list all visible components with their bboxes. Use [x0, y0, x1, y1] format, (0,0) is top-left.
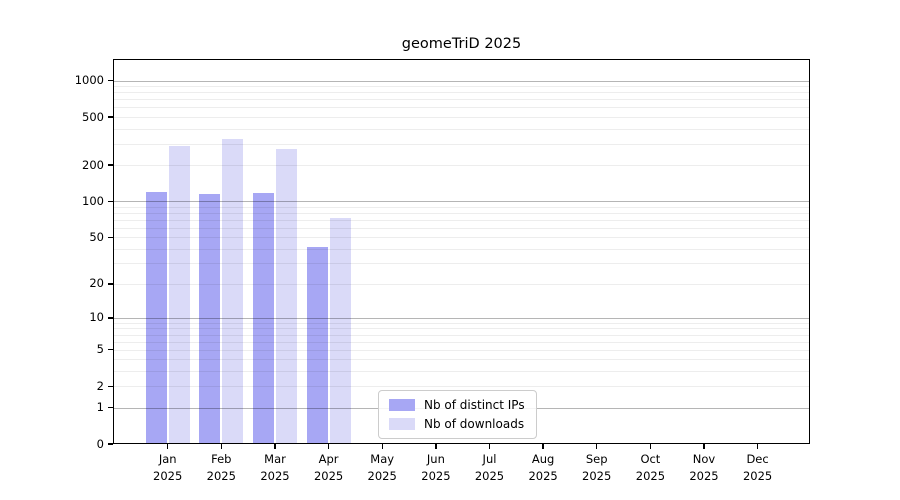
y-tick-label: 10 [89, 310, 104, 325]
legend-label-downloads: Nb of downloads [424, 417, 525, 431]
gridline-minor [113, 219, 810, 221]
y-tick-mark [108, 116, 113, 118]
y-tick-label: 1 [96, 400, 104, 414]
bar-downloads-mar [276, 148, 297, 444]
gridline-minor [113, 128, 810, 130]
gridline-minor [113, 165, 810, 166]
x-tick-label: May 2025 [367, 452, 397, 483]
bar-distinct-ips-apr [306, 247, 328, 444]
gridline-minor [113, 107, 810, 109]
plot-area [113, 59, 810, 444]
y-tick-mark [108, 236, 113, 238]
y-tick-mark [108, 200, 113, 202]
bar-downloads-jan [168, 146, 190, 444]
gridline-minor [113, 371, 810, 373]
x-tick-mark [703, 444, 705, 449]
bars-layer [113, 59, 810, 444]
y-tick-label: 200 [82, 157, 104, 172]
y-tick-mark [108, 406, 113, 409]
x-tick-label: Apr 2025 [313, 452, 344, 483]
x-tick-mark [649, 444, 652, 449]
legend: Nb of distinct IPs Nb of downloads [378, 390, 537, 439]
y-tick-label: 100 [82, 193, 104, 208]
x-tick-label: Oct 2025 [635, 452, 666, 483]
x-tick-mark [435, 444, 437, 449]
gridline-minor [113, 143, 810, 145]
x-tick-mark [542, 444, 544, 449]
gridline-minor [113, 322, 810, 324]
x-tick-label: Mar 2025 [260, 452, 290, 483]
bar-distinct-ips-mar [253, 192, 274, 444]
y-tick-mark [108, 385, 113, 387]
x-tick-label: Sep 2025 [582, 452, 612, 483]
x-tick-mark [488, 444, 491, 449]
gridline-minor [113, 206, 810, 208]
x-tick-mark [274, 444, 276, 449]
x-tick-label: Aug 2025 [528, 452, 558, 483]
x-tick-label: Jul 2025 [474, 452, 505, 483]
x-tick-mark [220, 444, 222, 449]
gridline-minor [113, 341, 810, 343]
y-tick-mark [108, 443, 113, 445]
gridline-minor [113, 227, 810, 229]
gridline-minor [113, 99, 810, 101]
y-tick-mark [108, 164, 113, 166]
gridline-minor [113, 334, 810, 336]
bar-downloads-apr [329, 217, 351, 444]
bar-distinct-ips-jan [145, 192, 167, 444]
x-tick-label: Jun 2025 [421, 452, 451, 483]
y-tick-label: 50 [89, 229, 104, 244]
gridline-minor [113, 283, 810, 285]
gridline-minor [113, 237, 810, 239]
gridline-minor [113, 248, 810, 250]
gridline-minor [113, 117, 810, 118]
y-tick-label: 0 [96, 436, 104, 451]
legend-label-distinct-ips: Nb of distinct IPs [424, 398, 525, 412]
x-tick-mark [381, 444, 383, 449]
x-tick-mark [327, 444, 330, 449]
gridline-minor [113, 349, 810, 351]
gridline-minor [113, 92, 810, 94]
y-tick-mark [108, 317, 113, 319]
gridline-minor [113, 328, 810, 330]
y-tick-mark [108, 283, 113, 285]
legend-swatch-downloads [389, 418, 415, 430]
x-tick-label: Feb 2025 [206, 452, 236, 483]
x-tick-label: Dec 2025 [742, 452, 773, 483]
y-tick-mark [108, 349, 113, 351]
x-tick-mark [756, 444, 759, 449]
bar-distinct-ips-feb [199, 194, 221, 444]
legend-entry-distinct-ips: Nb of distinct IPs [389, 398, 525, 412]
legend-swatch-distinct-ips [389, 399, 415, 411]
y-tick-label: 500 [82, 109, 104, 124]
gridline-minor [113, 359, 810, 361]
bar-downloads-feb [222, 138, 244, 444]
gridline-major [113, 317, 810, 319]
x-tick-mark [596, 444, 598, 449]
x-tick-mark [167, 444, 169, 449]
y-tick-label: 20 [89, 276, 104, 291]
gridline-minor [113, 212, 810, 214]
y-tick-label: 5 [96, 342, 104, 357]
gridline-major [113, 80, 810, 82]
gridline-minor [113, 86, 810, 88]
gridline-minor [113, 386, 810, 388]
y-tick-label: 2 [96, 378, 104, 393]
legend-entry-downloads: Nb of downloads [389, 417, 525, 431]
gridline-major [113, 201, 810, 203]
grid-layer [113, 59, 810, 444]
y-tick-mark [108, 79, 113, 82]
gridline-minor [113, 263, 810, 265]
x-tick-label: Jan 2025 [153, 452, 183, 483]
chart-title: geomeTriD 2025 [401, 36, 522, 52]
x-tick-label: Nov 2025 [689, 452, 719, 483]
y-tick-label: 1000 [74, 73, 104, 88]
